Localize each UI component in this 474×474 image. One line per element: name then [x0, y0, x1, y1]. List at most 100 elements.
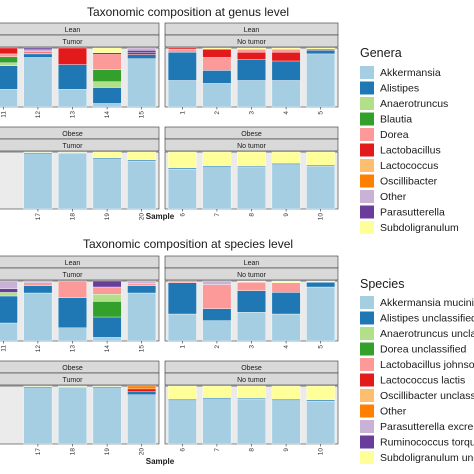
bar-segment [167, 80, 197, 108]
stacked-bar [92, 47, 122, 108]
bar-segment [237, 59, 266, 81]
bar-segment [237, 49, 266, 53]
bar-segment [58, 47, 87, 65]
legend-swatch [360, 81, 374, 95]
bar-segment [167, 385, 197, 400]
bar-segment [127, 50, 157, 53]
bar-segment [0, 288, 18, 293]
bar-segment [202, 83, 232, 108]
x-tick-label: 17 [35, 213, 42, 221]
bar-segment [237, 47, 266, 50]
x-tick-label: 15 [139, 345, 146, 353]
legend-entry: Anaerotruncus [360, 97, 448, 110]
legend-entry: Akkermansia [360, 66, 441, 79]
bar-segment [23, 57, 53, 108]
bar-segment [127, 47, 157, 51]
facet-panel: Lean Tumor 11 12 13 14 15 [0, 255, 160, 353]
stacked-bar [237, 47, 266, 108]
facet-strip-col [0, 372, 160, 386]
legend-swatch [360, 296, 374, 309]
legend-label: Oscillibacter unclassi [380, 390, 474, 402]
bar-segment [92, 151, 122, 158]
x-tick-label: 17 [35, 448, 42, 456]
bar-segment [271, 280, 301, 283]
bar-segment [0, 65, 18, 90]
bar-segment [306, 280, 336, 283]
facet-strip-col [0, 34, 160, 48]
bar-segment [23, 385, 53, 387]
bar-segment [23, 285, 53, 294]
x-tick-label: 11 [0, 345, 7, 352]
bar-segment [202, 398, 232, 445]
bar-segment [237, 280, 266, 283]
stacked-bar [306, 47, 336, 108]
bar-segment [237, 290, 266, 313]
x-tick-label: 7 [214, 448, 221, 452]
bar-segment [92, 158, 122, 210]
legend-entry: Alistipes [360, 81, 419, 95]
stacked-bar [271, 151, 301, 210]
x-tick-label: 9 [283, 213, 290, 217]
bar-segment [306, 151, 336, 166]
stacked-bar [23, 47, 53, 108]
stacked-bar [127, 280, 157, 342]
x-tick-label: 14 [104, 345, 111, 353]
x-tick-label: 13 [70, 111, 77, 119]
legend-entry: Subdoligranulum unc [360, 451, 474, 464]
facet-panel: Lean No tumor 1 2 3 4 5 [164, 255, 339, 349]
stacked-bar [127, 151, 157, 210]
legend-swatch [360, 159, 374, 172]
legend-entry: Other [360, 404, 407, 418]
facet-strip-col [164, 267, 339, 281]
legend-entry: Lactobacillus johnso [360, 358, 474, 371]
legend-label: Lactococcus lactis [380, 375, 465, 387]
legend-title: Species [360, 277, 404, 291]
bar-segment [92, 54, 122, 71]
legend: Species Akkermansia mucinip Alistipes uncl… [360, 277, 474, 464]
facet-strip-col [0, 138, 160, 152]
bar-segment [167, 400, 197, 445]
x-tick-label: 7 [214, 213, 221, 217]
legend-label: Other [380, 406, 407, 418]
legend-entry: Lactobacillus [360, 143, 441, 157]
legend-swatch [360, 451, 374, 464]
bar-segment [202, 308, 232, 321]
bar-segment [0, 280, 18, 289]
bar-segment [23, 52, 53, 55]
stacked-bar [167, 280, 197, 342]
bar-segment [0, 322, 18, 342]
bar-segment [92, 52, 122, 55]
bar-segment [306, 385, 336, 401]
bar-segment [127, 52, 157, 55]
bar-segment [23, 280, 53, 283]
legend-entry: Lactococcus [360, 159, 438, 172]
legend-label: Lactobacillus johnso [380, 359, 474, 371]
facet-strip-col-label: No tumor [237, 143, 266, 150]
legend-swatch [360, 190, 374, 203]
legend-label: Subdoligranulum unc [380, 452, 474, 464]
legend-label: Blautia [380, 114, 412, 126]
legend-swatch [360, 435, 374, 449]
bar-segment [127, 292, 157, 342]
bar-segment [58, 151, 87, 153]
facet-strip-row-label: Obese [241, 365, 262, 372]
legend-label: Dorea unclassified [380, 344, 467, 356]
x-tick-label: 18 [70, 448, 77, 456]
facet-strip-row-label: Lean [65, 27, 81, 34]
bar-segment [23, 49, 53, 52]
bar-segment [237, 167, 266, 210]
legend-label: Akkermansia [380, 67, 441, 79]
bar-segment [127, 151, 157, 161]
x-tick-label: 20 [139, 213, 146, 221]
legend-label: Dorea [380, 129, 409, 141]
bar-segment [167, 168, 197, 210]
bar-segment [92, 81, 122, 88]
bar-segment [306, 53, 336, 108]
legend-swatch [360, 404, 374, 418]
x-tick-label: 13 [70, 345, 77, 353]
x-tick-label: 8 [249, 213, 256, 217]
bar-segment [92, 301, 122, 318]
facet-strip-row-label: Lean [244, 27, 260, 34]
chart-2: Taxonomic composition at species level Le… [0, 237, 474, 466]
legend-entry: Dorea [360, 128, 409, 141]
